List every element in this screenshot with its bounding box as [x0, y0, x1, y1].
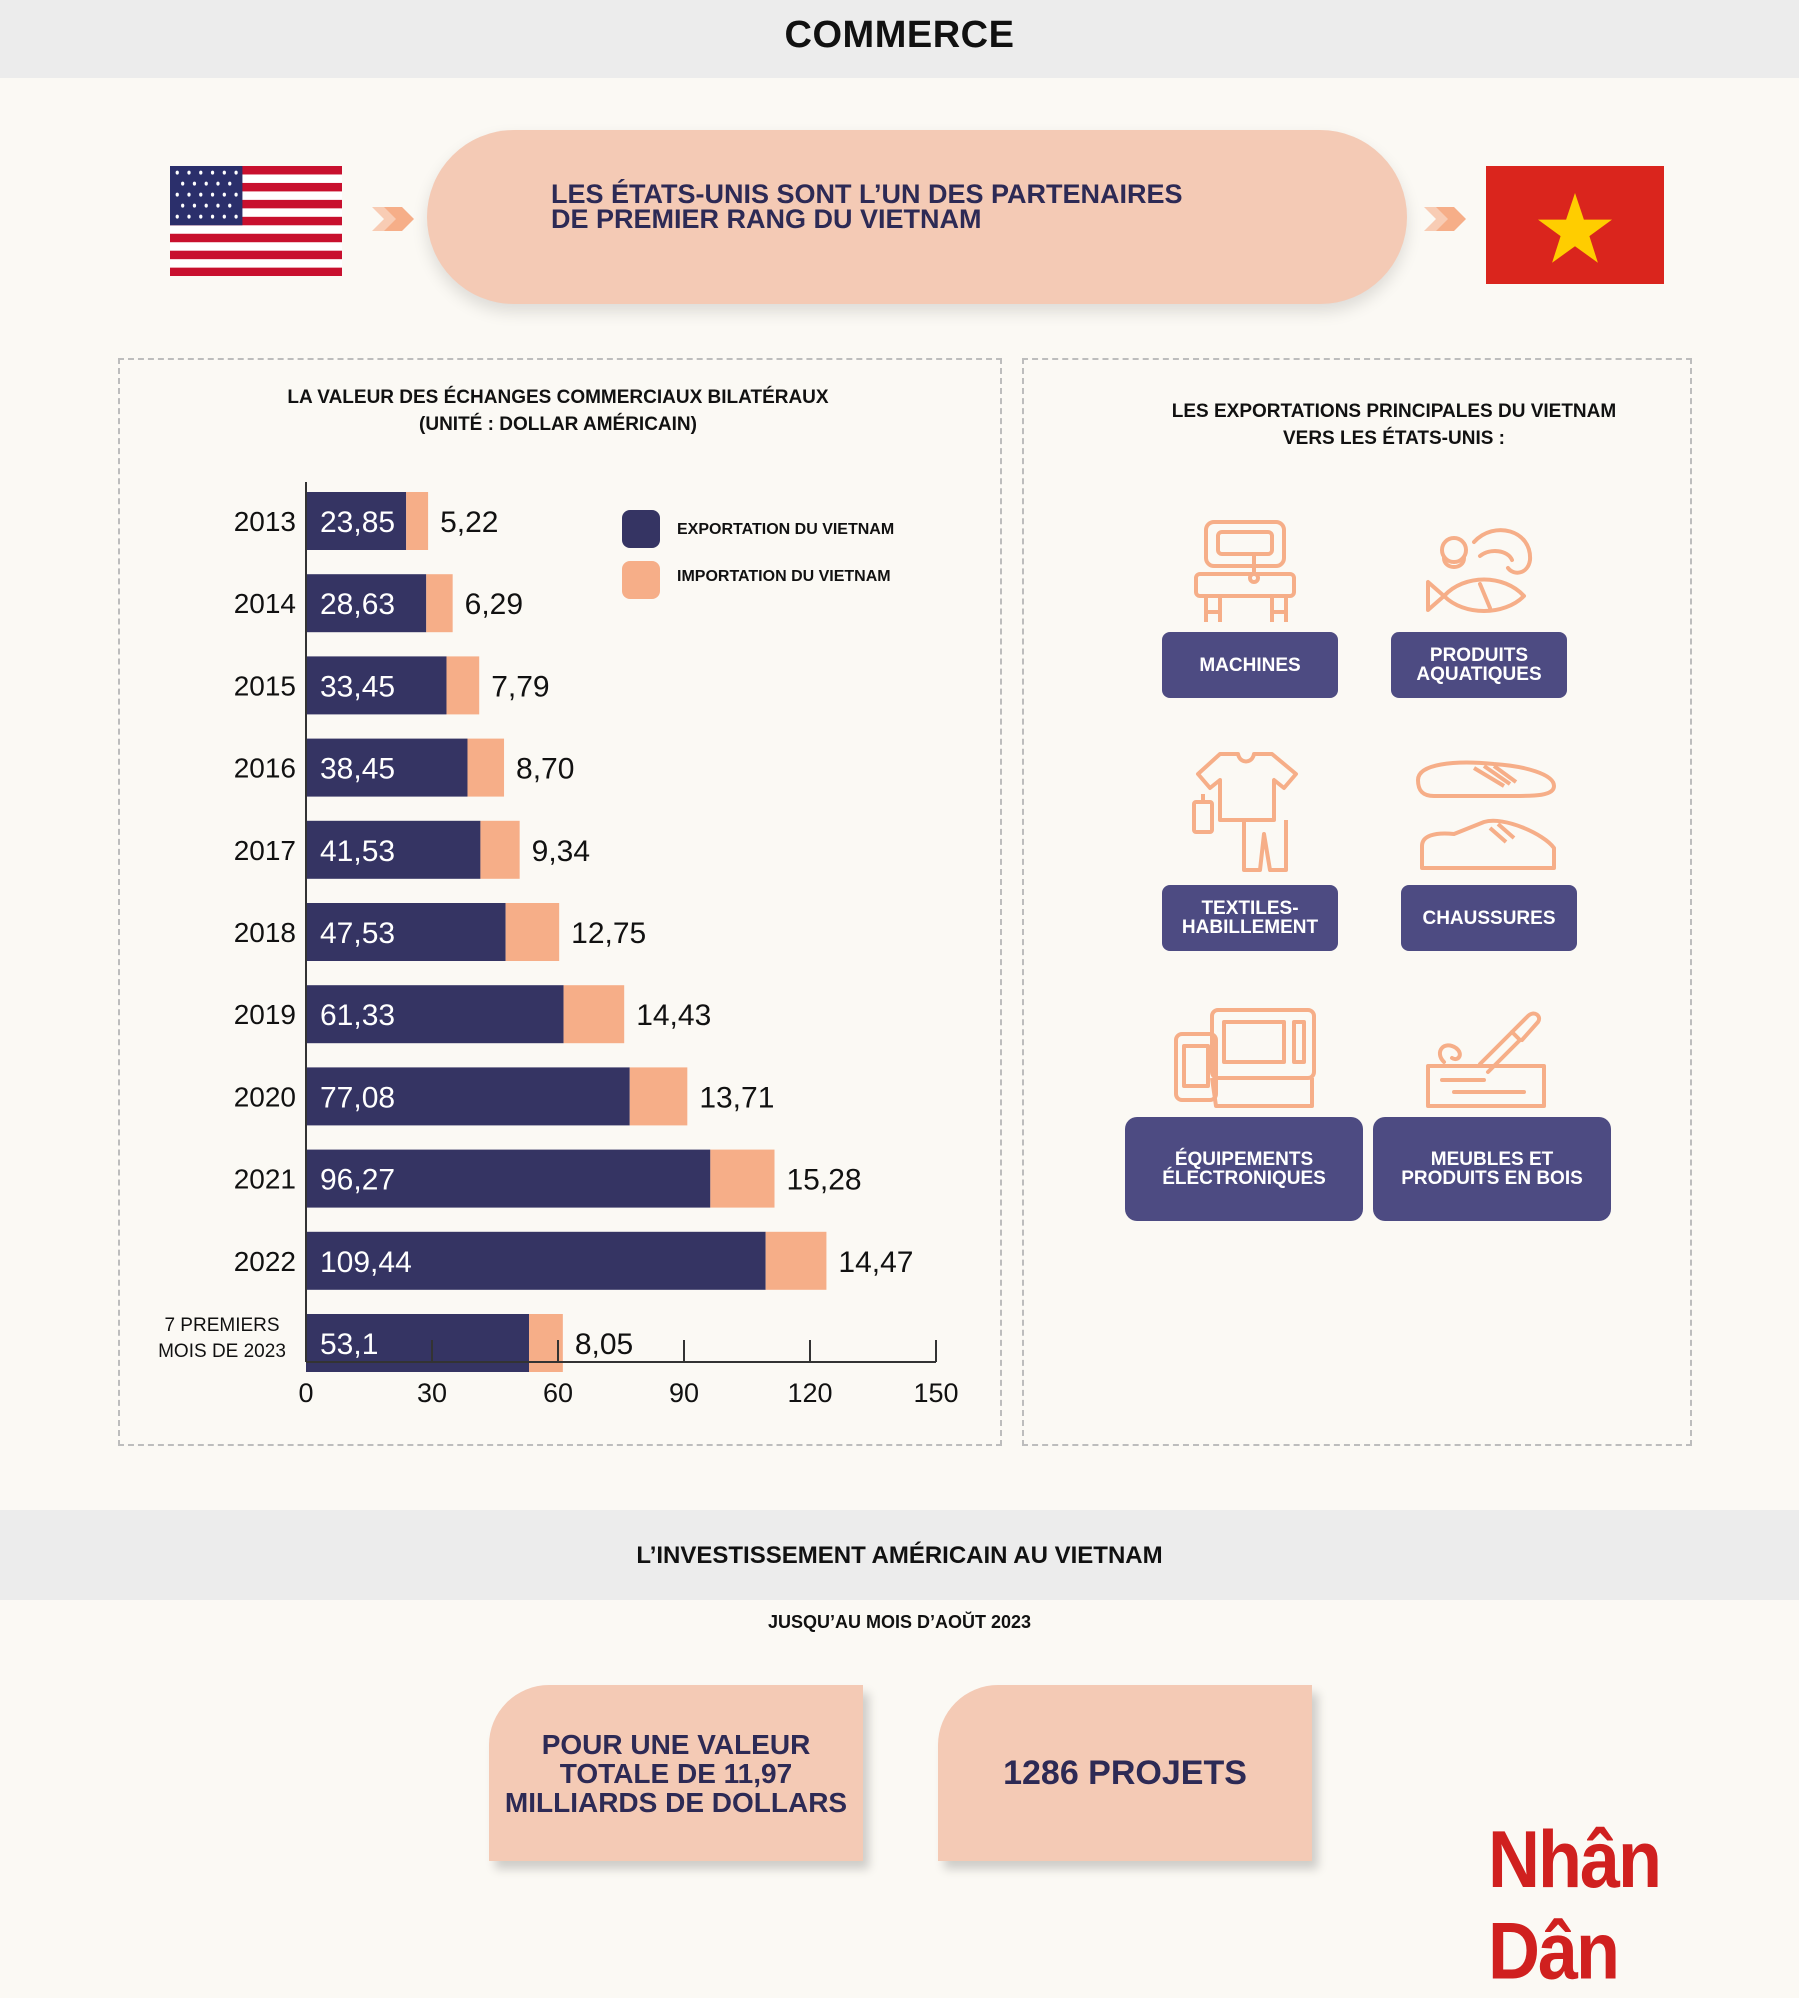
export-bar	[306, 492, 407, 550]
trade-bar-chart: 23,85 5,22 2013 28,63 6,29 2014 33,45 7,79 2015 3…	[158, 482, 959, 1408]
import-bar	[765, 1231, 827, 1290]
export-bar	[306, 1231, 766, 1290]
investment-title: L’INVESTISSEMENT AMÉRICAIN AU VIETNAM	[636, 1542, 1163, 1569]
x-tick-label: 90	[669, 1378, 699, 1408]
import-bar	[446, 656, 480, 715]
x-tick-label: 60	[543, 1378, 573, 1408]
x-tick-label: 0	[298, 1378, 313, 1408]
import-bar	[480, 820, 520, 879]
export-bar	[306, 656, 447, 715]
export-value-label: 77,08	[320, 1081, 395, 1114]
chevron-right-icon	[1424, 207, 1466, 231]
import-bar	[467, 738, 505, 797]
category-label: 2021	[234, 1164, 296, 1195]
import-bar	[505, 903, 560, 961]
import-value-label: 6,29	[465, 588, 523, 621]
import-bar	[426, 574, 453, 633]
wood-carving-icon	[1426, 1011, 1546, 1108]
import-bar	[629, 1067, 688, 1126]
shoe-icon	[1416, 760, 1556, 870]
category-label: 7 PREMIERS	[164, 1315, 279, 1336]
import-bar	[406, 492, 429, 550]
export-bar	[306, 985, 564, 1044]
export-value-label: 33,45	[320, 670, 395, 703]
category-label: 2015	[234, 670, 296, 701]
legend-export-swatch	[622, 510, 660, 548]
category-label: 2016	[234, 753, 296, 784]
seafood-icon	[1426, 528, 1533, 613]
category-label: 2022	[234, 1246, 296, 1277]
import-value-label: 15,28	[787, 1164, 862, 1197]
tag-furniture-wood: MEUBLES ET PRODUITS EN BOIS	[1373, 1117, 1611, 1221]
legend-import-label: IMPORTATION DU VIETNAM	[677, 568, 891, 585]
x-tick-label: 30	[417, 1378, 447, 1408]
vietnam-flag-icon	[1486, 166, 1664, 284]
category-label: 2013	[234, 506, 296, 537]
import-bar	[563, 985, 625, 1044]
import-value-label: 7,79	[491, 670, 549, 703]
category-label: 2020	[234, 1081, 296, 1112]
page-title: COMMERCE	[784, 14, 1015, 56]
import-value-label: 14,43	[636, 999, 711, 1032]
export-value-label: 61,33	[320, 999, 395, 1032]
chart-title: LA VALEUR DES ÉCHANGES COMMERCIAUX BILAT…	[287, 387, 829, 435]
export-value-label: 28,63	[320, 588, 395, 621]
hero-text: LES ÉTATS-UNIS SONT L’UN DES PARTENAIRES…	[551, 179, 1183, 234]
import-value-label: 13,71	[699, 1081, 774, 1114]
category-label: 2017	[234, 835, 296, 866]
chevron-right-icon	[372, 207, 414, 231]
import-bar	[710, 1149, 775, 1208]
investment-subtitle: JUSQU’AU MOIS D’AOŬT 2023	[767, 1612, 1032, 1632]
import-value-label: 14,47	[838, 1246, 913, 1279]
investment-value-card: POUR UNE VALEUR TOTALE DE 11,97 MILLIARD…	[489, 1685, 863, 1861]
electronics-icon	[1174, 1008, 1316, 1108]
export-bar	[306, 1067, 630, 1126]
tag-footwear: CHAUSSURES	[1401, 885, 1577, 951]
hero-banner: LES ÉTATS-UNIS SONT L’UN DES PARTENAIRES…	[427, 130, 1407, 304]
legend-export-label: EXPORTATION DU VIETNAM	[677, 521, 895, 538]
export-value-label: 47,53	[320, 917, 395, 950]
export-value-label: 96,27	[320, 1164, 395, 1197]
us-flag-icon	[170, 166, 342, 276]
header-band: COMMERCE	[0, 0, 1799, 78]
import-value-label: 8,05	[575, 1328, 633, 1361]
investment-band: L’INVESTISSEMENT AMÉRICAIN AU VIETNAM	[0, 1510, 1799, 1600]
tag-electronics: ÉQUIPEMENTS ÉLECTRONIQUES	[1125, 1117, 1363, 1221]
x-tick-label: 150	[913, 1378, 958, 1408]
export-bar	[306, 903, 506, 961]
export-value-label: 53,1	[320, 1328, 378, 1361]
import-value-label: 8,70	[516, 753, 574, 786]
trade-chart-panel	[118, 358, 1002, 1446]
category-label: MOIS DE 2023	[158, 1341, 286, 1362]
export-bar	[306, 820, 481, 879]
export-bar	[306, 574, 427, 633]
category-label: 2019	[234, 999, 296, 1030]
export-bar	[306, 1149, 711, 1208]
investment-projects-card: 1286 PROJETS	[938, 1685, 1312, 1861]
import-value-label: 12,75	[571, 917, 646, 950]
export-value-label: 23,85	[320, 506, 395, 539]
category-label: 2018	[234, 917, 296, 948]
x-tick-label: 120	[787, 1378, 832, 1408]
import-value-label: 5,22	[440, 506, 498, 539]
clothing-icon	[1192, 752, 1298, 872]
sewing-machine-icon	[1194, 520, 1296, 622]
export-bar	[306, 738, 468, 797]
tag-machines: MACHINES	[1162, 632, 1338, 698]
tag-aquatic-products: PRODUITS AQUATIQUES	[1391, 632, 1567, 698]
nhan-dan-logo: Nhân Dân	[1488, 1815, 1662, 1997]
exports-panel	[1022, 358, 1692, 1446]
exports-title: LES EXPORTATIONS PRINCIPALES DU VIETNAM …	[1171, 401, 1617, 449]
legend-import-swatch	[622, 561, 660, 599]
tag-textiles: TEXTILES- HABILLEMENT	[1162, 885, 1338, 951]
import-value-label: 9,34	[532, 835, 590, 868]
export-value-label: 109,44	[320, 1246, 412, 1279]
category-label: 2014	[234, 588, 296, 619]
export-value-label: 38,45	[320, 753, 395, 786]
export-value-label: 41,53	[320, 835, 395, 868]
